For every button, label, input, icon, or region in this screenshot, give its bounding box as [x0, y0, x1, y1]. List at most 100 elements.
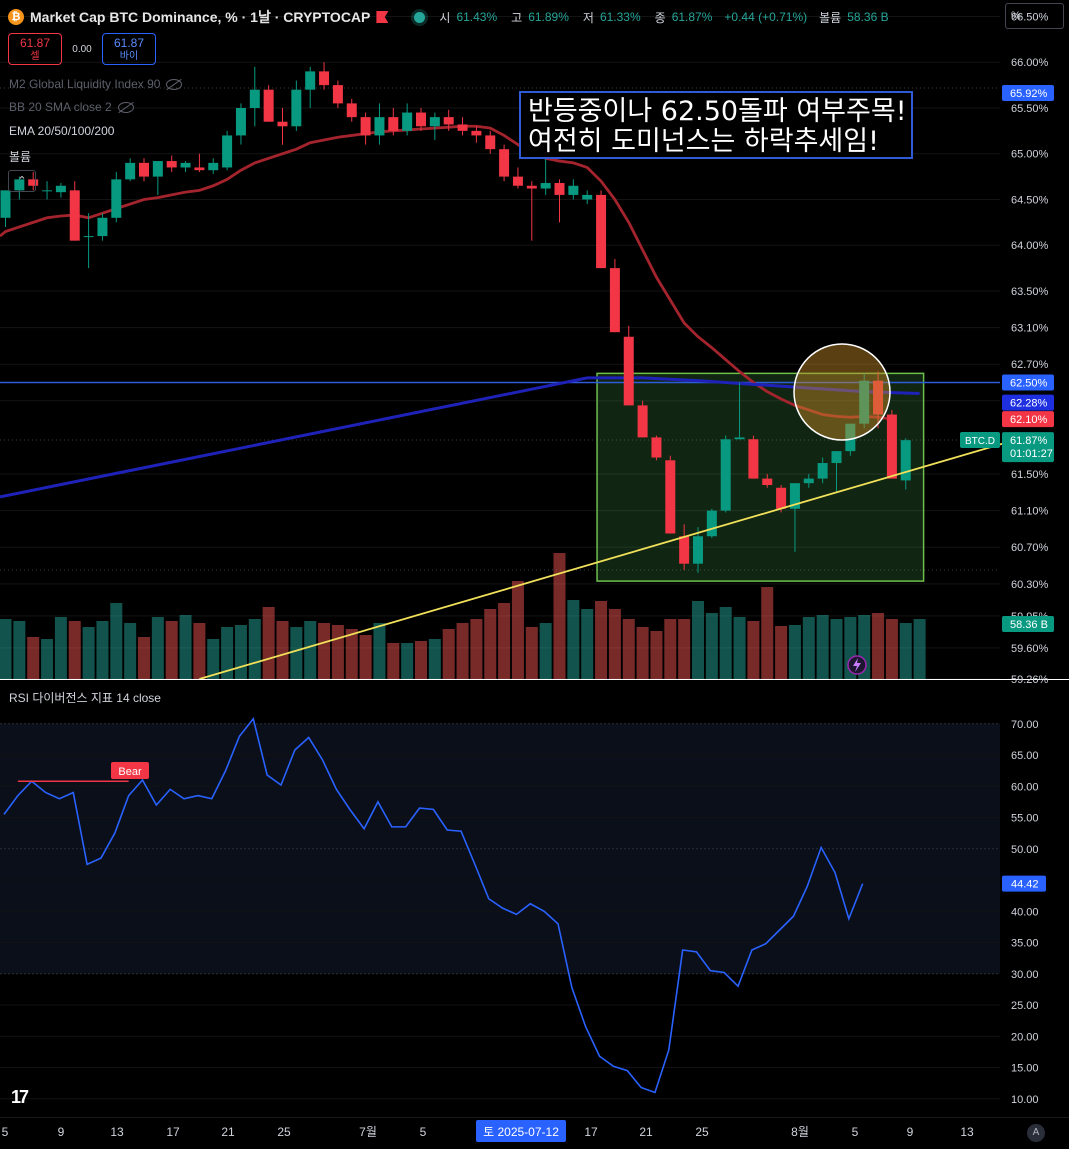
volume-bar [498, 603, 511, 679]
percent-toggle[interactable]: % [1005, 3, 1064, 29]
candle-body [900, 440, 911, 481]
rsi-marker-label: 44.42 [1011, 879, 1039, 891]
candle-body [235, 107, 246, 136]
price-tick-label: 64.00% [1011, 240, 1049, 252]
eye-off-icon[interactable] [166, 78, 183, 90]
candle-body [859, 380, 870, 424]
candle-body [540, 183, 551, 189]
low-label: 저 [582, 10, 594, 25]
candle-body [222, 135, 233, 168]
price-tick-label: 61.50% [1011, 469, 1049, 481]
time-tick-label: 5 [852, 1125, 859, 1139]
time-tick-label: 21 [639, 1125, 653, 1139]
candle-body [416, 112, 426, 127]
volume-bar [775, 626, 788, 679]
time-tick-label: 17 [166, 1125, 180, 1139]
volume-bar [151, 617, 164, 679]
indicator-volume[interactable]: 볼륨 [9, 148, 31, 165]
price-tick-label: 62.70% [1011, 359, 1049, 371]
auto-scale-button[interactable]: A [1027, 1124, 1045, 1142]
indicator-ema[interactable]: EMA 20/50/100/200 [9, 124, 114, 138]
volume-bar [331, 625, 344, 679]
volume-bar [290, 627, 303, 679]
candle-body [582, 194, 593, 200]
volume-bar [234, 625, 247, 679]
open-label: 시 [439, 10, 451, 25]
price-marker [1002, 432, 1054, 463]
time-tick-label: 9 [58, 1125, 65, 1139]
candle-body [734, 437, 745, 440]
price-tick-label: 63.10% [1011, 323, 1049, 335]
volume-bar [595, 601, 608, 679]
time-tick-label: 5 [2, 1125, 9, 1139]
time-tick-label: 8월 [791, 1125, 809, 1139]
candle-body [388, 117, 399, 131]
eye-off-icon[interactable] [117, 101, 134, 113]
volume-bar [68, 621, 81, 679]
volume-bar [733, 617, 746, 679]
flag-icon[interactable] [376, 11, 389, 23]
time-axis[interactable]: 5 9 13 17 21 25 7월 5 17 21 25 8월 5 9 13 토 2025-07-12 [0, 1117, 1069, 1143]
volume-bar [401, 643, 414, 679]
price-marker-label: 61.87% [1010, 435, 1048, 447]
candle-body [776, 487, 787, 509]
volume-bar [110, 603, 123, 679]
volume-bar [41, 639, 54, 679]
candle-body [762, 478, 773, 485]
indicator-bb[interactable]: BB 20 SMA close 2 [9, 100, 134, 114]
candle-body [277, 121, 288, 127]
candle-body [693, 536, 703, 564]
indicator-rsi-label: RSI 다이버전스 지표 14 close [9, 691, 161, 705]
volume-bar [678, 619, 691, 679]
rsi-tick-label: 65.00 [1011, 750, 1039, 762]
sell-button[interactable]: 61.87 셀 [8, 33, 62, 65]
rsi-tick-label: 70.00 [1011, 719, 1039, 731]
ascending-trendline [199, 442, 1003, 680]
volume-bar [0, 619, 12, 679]
chart-header: ₿ Market Cap BTC Dominance, % · 1날 · CRY… [8, 6, 889, 28]
rsi-axis[interactable]: 70.0065.0060.0055.0050.0045.0040.0035.00… [1002, 719, 1046, 1106]
candle-body [69, 190, 80, 241]
buy-label: 바이 [119, 51, 139, 62]
tradingview-logo[interactable]: 17 [11, 1087, 29, 1107]
trade-buttons: 61.87 셀 0.00 61.87 바이 [8, 33, 156, 65]
time-tick-label: 13 [960, 1125, 974, 1139]
annotation-overlay [199, 343, 1003, 680]
collapse-legend-button[interactable]: ⌃ [8, 170, 36, 192]
candle-body [402, 112, 413, 131]
price-marker-label: 62.50% [1010, 378, 1048, 390]
spread-value: 0.00 [72, 43, 92, 55]
price-marker [1002, 411, 1054, 428]
price-tick-label: 65.50% [1011, 103, 1049, 115]
time-tick-label: 25 [277, 1125, 291, 1139]
price-tick-label: 66.50% [1011, 11, 1049, 23]
volume-bar [96, 621, 109, 679]
buy-button[interactable]: 61.87 바이 [102, 33, 156, 65]
annotation-line-1: 반등중이나 62.50돌파 여부주목! [528, 96, 907, 127]
time-tick-label: 21 [221, 1125, 235, 1139]
volume-bar [179, 615, 192, 679]
moving-averages [0, 124, 920, 499]
price-axis[interactable]: 66.50% 66.00% 65.50% 65.00% 64.50% 64.00% 63.5… [1002, 11, 1054, 686]
volume-value: 58.36 B [847, 10, 889, 24]
indicator-rsi[interactable]: RSI 다이버전스 지표 14 close [9, 689, 161, 706]
price-tick-label: 63.50% [1011, 286, 1049, 298]
price-tick-label: 60.30% [1011, 579, 1049, 591]
volume-bar [525, 627, 538, 679]
symbol-title[interactable]: Market Cap BTC Dominance, % · 1날 · CRYPT… [30, 9, 371, 25]
candle-body [374, 117, 385, 136]
annotation-box[interactable]: 반등중이나 62.50돌파 여부주목! 여전히 도미넌스는 하락추세임! [519, 91, 913, 159]
lightning-icon[interactable] [847, 655, 867, 675]
candle-body [512, 176, 523, 186]
candle-body [346, 103, 357, 118]
volume-bar [816, 615, 829, 679]
candle-body [845, 423, 856, 452]
candle-body [0, 190, 11, 218]
close-label: 종 [654, 10, 666, 25]
indicator-ema-label: EMA 20/50/100/200 [9, 124, 115, 138]
market-status-icon [414, 11, 426, 23]
candle-body [208, 162, 219, 171]
volume-bar [650, 631, 663, 679]
indicator-m2[interactable]: M2 Global Liquidity Index 90 [9, 77, 183, 91]
candle-body [319, 71, 330, 86]
